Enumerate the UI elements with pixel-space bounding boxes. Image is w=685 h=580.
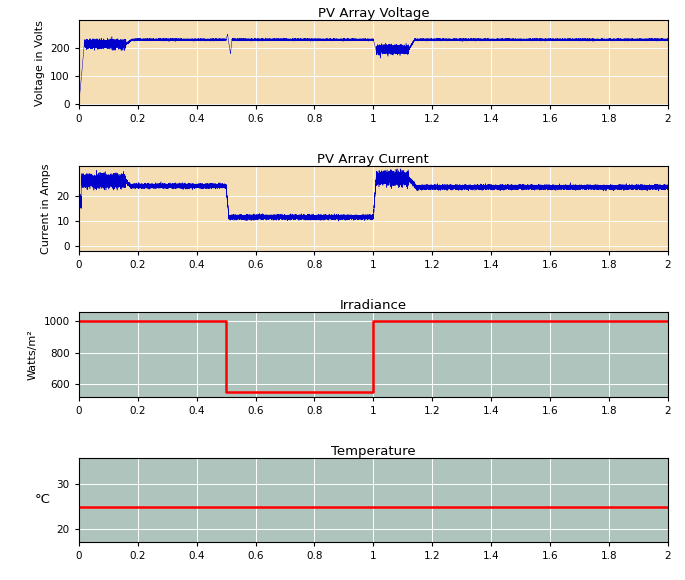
- Y-axis label: Voltage in Volts: Voltage in Volts: [34, 20, 45, 106]
- Title: Irradiance: Irradiance: [340, 299, 407, 312]
- Y-axis label: °C: °C: [35, 494, 51, 506]
- Title: Temperature: Temperature: [331, 444, 416, 458]
- Y-axis label: Current in Amps: Current in Amps: [41, 163, 51, 253]
- Y-axis label: Watts/m²: Watts/m²: [28, 329, 38, 379]
- Title: PV Array Current: PV Array Current: [317, 153, 429, 166]
- Title: PV Array Voltage: PV Array Voltage: [318, 8, 429, 20]
